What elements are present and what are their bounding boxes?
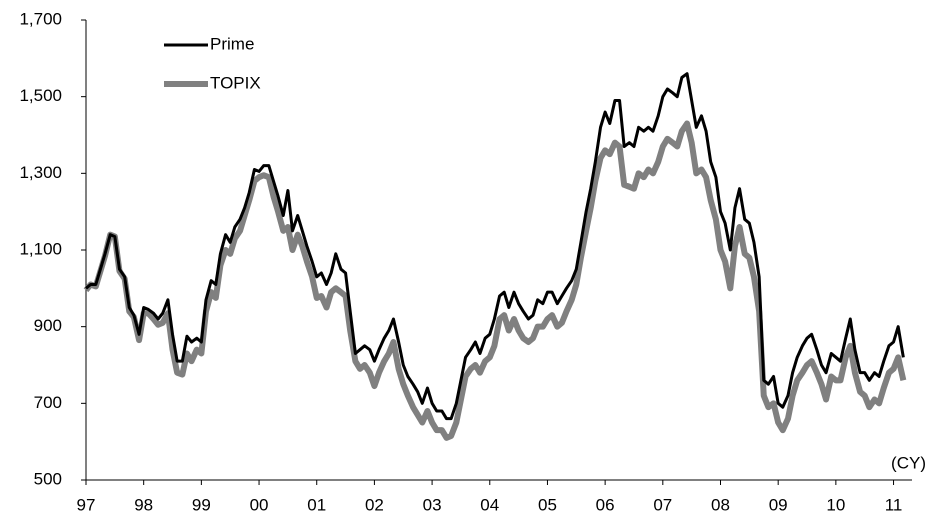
x-tick-label: 00 [250, 495, 269, 514]
x-tick-label: 09 [769, 495, 788, 514]
x-tick-label: 98 [134, 495, 153, 514]
legend-label: TOPIX [210, 73, 261, 92]
y-tick-label: 700 [34, 393, 62, 412]
legend-label: Prime [210, 34, 254, 53]
x-tick-label: 03 [423, 495, 442, 514]
y-tick-label: 1,700 [19, 9, 62, 28]
x-tick-label: 11 [885, 495, 903, 514]
x-tick-label: 06 [596, 495, 615, 514]
x-tick-label: 08 [711, 495, 730, 514]
x-tick-label: 05 [538, 495, 557, 514]
x-tick-label: 01 [307, 495, 326, 514]
x-unit-label: (CY) [891, 453, 926, 472]
series-line [83, 120, 907, 441]
series-line [85, 72, 905, 421]
y-tick-label: 900 [34, 316, 62, 335]
y-tick-label: 1,500 [19, 86, 62, 105]
x-tick-label: 04 [480, 495, 499, 514]
x-tick-label: 10 [826, 495, 845, 514]
x-tick-label: 02 [365, 495, 384, 514]
y-tick-label: 1,100 [19, 239, 62, 258]
y-tick-label: 500 [34, 469, 62, 488]
x-tick-label: 97 [77, 495, 96, 514]
y-tick-label: 1,300 [19, 163, 62, 182]
x-tick-label: 07 [653, 495, 672, 514]
x-tick-label: 99 [192, 495, 211, 514]
